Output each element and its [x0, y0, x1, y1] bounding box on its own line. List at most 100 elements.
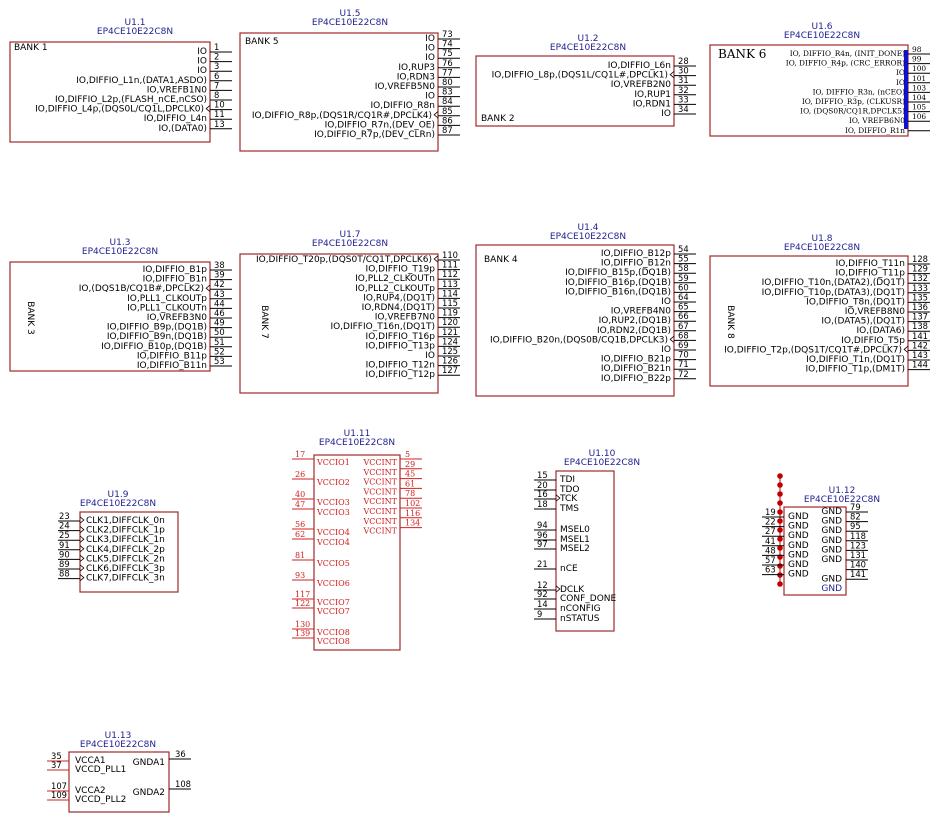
pin[interactable]: 138 IO,(DATA6): [856, 321, 930, 336]
pin[interactable]: 19 GND: [762, 507, 809, 522]
pin[interactable]: 121 IO,DIFFIO_T16p: [366, 327, 460, 342]
pin[interactable]: 7 IO,VREFB1N0: [147, 80, 232, 95]
pin[interactable]: 23 CLK1,DIFFCLK_0n: [58, 511, 165, 526]
pin[interactable]: 65 IO,VREFB4N0: [611, 302, 696, 317]
pin[interactable]: 76 IO,RUP3: [398, 58, 460, 73]
pin[interactable]: 56 VCCIO4: [292, 520, 350, 537]
pin[interactable]: 17 VCCIO1: [292, 450, 350, 467]
pin[interactable]: 27 GND: [762, 526, 809, 541]
pin[interactable]: 97 MSEL2: [534, 539, 590, 554]
pin[interactable]: 72 IO,DIFFIO_B22p: [601, 369, 696, 384]
pin[interactable]: 2 IO: [197, 52, 232, 67]
pin[interactable]: 41 GND: [762, 536, 809, 551]
pin[interactable]: 67 IO,RDN2,(DQ1B): [597, 321, 696, 336]
pin[interactable]: 143 IO,DIFFIO_T1n,(DQ1T): [806, 350, 930, 365]
pin[interactable]: 38 IO,DIFFIO_B1p: [143, 260, 232, 275]
pin[interactable]: 22 GND: [762, 517, 809, 532]
pin[interactable]: 134 VCCINT: [362, 519, 422, 536]
pin[interactable]: 99 IO, DIFFIO_R4p, (CRC_ERROR): [786, 55, 930, 68]
pin[interactable]: 53 IO,DIFFIO_B11n: [137, 356, 232, 371]
pin[interactable]: 15 TDI: [534, 470, 575, 485]
pin[interactable]: 100 IO: [896, 64, 930, 77]
pin[interactable]: 130 VCCIO8: [292, 620, 350, 637]
pin[interactable]: 47 VCCIO3: [292, 500, 350, 517]
pin[interactable]: 108 GNDA2: [133, 779, 191, 798]
pin[interactable]: 48 GND: [762, 545, 809, 560]
pin[interactable]: 11 IO,DIFFIO_L4n: [144, 109, 232, 124]
pin[interactable]: 141 GND: [821, 569, 868, 594]
pin[interactable]: 68 IO,DIFFIO_B20n,(DQS0B/CQ1B,DPCLK3): [490, 330, 696, 345]
pin[interactable]: 9 nSTATUS: [534, 609, 600, 624]
pin[interactable]: 128 IO,DIFFIO_T11n: [836, 254, 930, 269]
pin[interactable]: 112 IO,PLL2_CLKOUTn: [355, 269, 460, 284]
pin[interactable]: 71 IO,DIFFIO_B21n: [601, 359, 696, 374]
pin[interactable]: 109 VCCD_PLL2: [47, 790, 126, 805]
pin[interactable]: 36 GNDA1: [133, 749, 191, 768]
pin[interactable]: 18 TMS: [534, 499, 579, 514]
pin[interactable]: 66 IO,RUP2,(DQ1B): [599, 311, 696, 326]
pin[interactable]: 135 IO,DIFFIO_T8n,(DQ1T): [806, 292, 930, 307]
pin[interactable]: 28 IO,DIFFIO_L6n: [608, 56, 696, 71]
pin[interactable]: 31 IO,VREFB2N0: [611, 75, 696, 90]
pin[interactable]: 8 IO,DIFFIO_L2p,(FLASH_nCE,nCSO): [55, 90, 232, 105]
pin[interactable]: 102 VCCINT: [362, 499, 422, 516]
pin[interactable]: 87 IO,DIFFIO_R7p,(DEV_CLRn): [314, 125, 460, 140]
pin[interactable]: 111 IO,DIFFIO_T19p: [366, 260, 460, 275]
pin[interactable]: 95 GND: [821, 521, 868, 536]
pin[interactable]: 32 IO,RUP1: [634, 85, 696, 100]
pin[interactable]: 13 IO,(DATA0): [158, 119, 232, 134]
pin[interactable]: IO, DIFFIO_R1n: [845, 126, 930, 135]
pin[interactable]: 140 GND: [821, 560, 868, 585]
pin[interactable]: 124 IO,DIFFIO_T13p: [366, 336, 460, 351]
pin[interactable]: 3 IO: [197, 61, 232, 76]
pin[interactable]: 52 IO,DIFFIO_B11p: [137, 346, 232, 361]
pin[interactable]: 16 TCK: [534, 489, 578, 504]
pin[interactable]: 142 IO,DIFFIO_T2p,(DQS1T/CQ1T#,DPCLK7): [724, 340, 930, 355]
pin[interactable]: 6 IO,DIFFIO_L1n,(DATA1,ASDO): [76, 71, 232, 86]
pin[interactable]: 37 VCCD_PLL1: [47, 760, 126, 775]
pin[interactable]: 10 IO,DIFFIO_L4p,(DQS0L/CQ1L,DPCLK0): [35, 100, 232, 115]
pin[interactable]: 103 IO, DIFFIO_R3n, (nCEO): [813, 83, 930, 96]
pin[interactable]: 129 IO,DIFFIO_T11p: [836, 264, 930, 279]
pin[interactable]: 116 VCCINT: [362, 509, 422, 526]
pin[interactable]: 74 IO: [425, 39, 460, 54]
pin[interactable]: 39 IO,DIFFIO_B1n: [143, 270, 232, 285]
pin[interactable]: 118 GND: [821, 531, 868, 546]
pin[interactable]: 107 VCCA2: [47, 781, 106, 796]
pin[interactable]: 35 VCCA1: [47, 751, 106, 766]
pin[interactable]: 90 CLK5,DIFFCLK_2n: [58, 549, 165, 564]
pin[interactable]: 84 IO,DIFFIO_R8n: [371, 96, 460, 111]
pin[interactable]: 137 IO,(DATA5),(DQ1T): [821, 312, 930, 327]
pin[interactable]: 70 IO,DIFFIO_B21p: [601, 350, 696, 365]
pin[interactable]: 81 VCCIO5: [292, 551, 350, 568]
pin[interactable]: 113 IO,PLL2_CLKOUTp: [355, 279, 460, 294]
pin[interactable]: 57 GND: [762, 555, 809, 570]
pin[interactable]: 1 IO: [197, 42, 232, 57]
pin[interactable]: 62 VCCIO4: [292, 530, 350, 547]
pin[interactable]: 136 IO,VREFB8N0: [845, 302, 930, 317]
pin[interactable]: 123 GND: [821, 540, 868, 555]
pin[interactable]: 104 IO, DIFFIO_R3p, (CLKUSR): [802, 93, 930, 106]
pin[interactable]: 21 nCE: [534, 559, 578, 574]
pin[interactable]: 98 IO, DIFFIO_R4n, (INIT_DONE): [790, 45, 930, 58]
pin[interactable]: 101 IO: [896, 74, 930, 87]
pin[interactable]: 92 CONF_DONE: [534, 589, 617, 604]
pin[interactable]: 73 IO: [425, 29, 460, 44]
pin[interactable]: 20 TDO: [534, 480, 580, 495]
pin[interactable]: 29 VCCINT: [362, 460, 422, 477]
pin[interactable]: 46 IO,VREFB3N0: [147, 308, 232, 323]
pin[interactable]: 88 CLK7,DIFFCLK_3n: [58, 569, 165, 584]
pin[interactable]: 54 IO,DIFFIO_B12p: [601, 244, 696, 259]
pin[interactable]: 58 IO,DIFFIO_B15p,(DQ1B): [565, 263, 696, 278]
pin[interactable]: 40 VCCIO3: [292, 490, 350, 507]
pin[interactable]: 77 IO,RDN3: [397, 67, 460, 82]
pin[interactable]: 51 IO,DIFFIO_B10p,(DQ1B): [101, 337, 232, 352]
pin[interactable]: 12 DCLK: [534, 580, 585, 595]
pin[interactable]: 43 IO,PLL1_CLKOUTp: [127, 289, 232, 304]
